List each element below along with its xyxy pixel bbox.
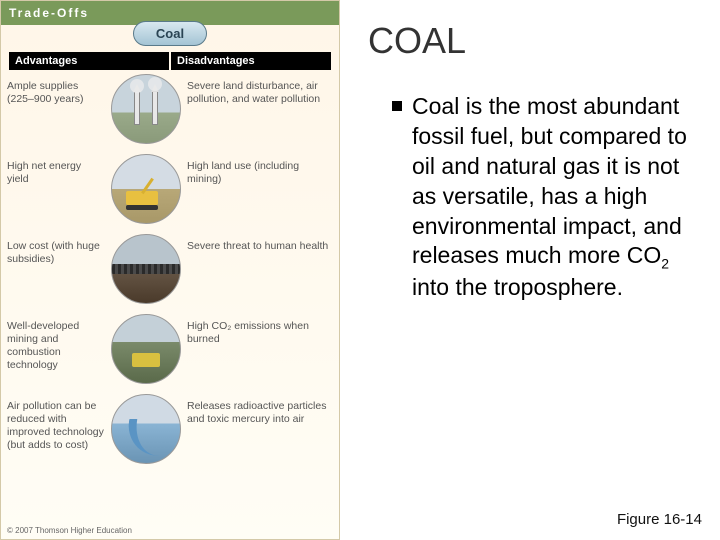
header-text: Trade-Offs (9, 6, 89, 20)
disadvantage-text: High land use (including mining) (187, 154, 333, 186)
advantage-text: Ample supplies (225–900 years) (7, 74, 105, 106)
mining-machine-icon (111, 314, 181, 384)
advantage-text: Air pollution can be reduced with improv… (7, 394, 105, 453)
disadvantage-text: Releases radioactive particles and toxic… (187, 394, 333, 426)
pill-wrap: Coal (1, 21, 339, 46)
bullet-block: Coal is the most abundant fossil fuel, b… (392, 92, 696, 303)
topic-pill: Coal (133, 21, 207, 46)
bullet-square-icon (392, 101, 402, 111)
content-panel: COAL Coal is the most abundant fossil fu… (340, 0, 720, 540)
table-row: Air pollution can be reduced with improv… (7, 394, 333, 474)
advantage-text: Well-developed mining and combustion tec… (7, 314, 105, 373)
mining-excavator-icon (111, 154, 181, 224)
bullet-text: Coal is the most abundant fossil fuel, b… (412, 92, 696, 303)
disadvantage-text: Severe threat to human health (187, 234, 333, 253)
slide-title: COAL (368, 20, 696, 62)
smokestacks-icon (111, 74, 181, 144)
advantage-text: High net energy yield (7, 154, 105, 186)
advantage-text: Low cost (with huge subsidies) (7, 234, 105, 266)
coal-seam-icon (111, 234, 181, 304)
disadvantages-header: Disadvantages (171, 52, 331, 70)
advantages-header: Advantages (9, 52, 169, 70)
disadvantage-text: Severe land disturbance, air pollution, … (187, 74, 333, 106)
table-row: High net energy yield High land use (inc… (7, 154, 333, 228)
figure-label: Figure 16-14 (617, 511, 702, 528)
river-icon (111, 394, 181, 464)
tradeoffs-panel: Trade-Offs Coal Advantages Disadvantages… (0, 0, 340, 540)
table-row: Well-developed mining and combustion tec… (7, 314, 333, 388)
column-headers: Advantages Disadvantages (1, 52, 339, 70)
disadvantage-text: High CO₂ emissions when burned (187, 314, 333, 346)
rows-container: Ample supplies (225–900 years) Severe la… (1, 70, 339, 474)
table-row: Ample supplies (225–900 years) Severe la… (7, 74, 333, 148)
table-row: Low cost (with huge subsidies) Severe th… (7, 234, 333, 308)
copyright-text: © 2007 Thomson Higher Education (7, 526, 132, 535)
